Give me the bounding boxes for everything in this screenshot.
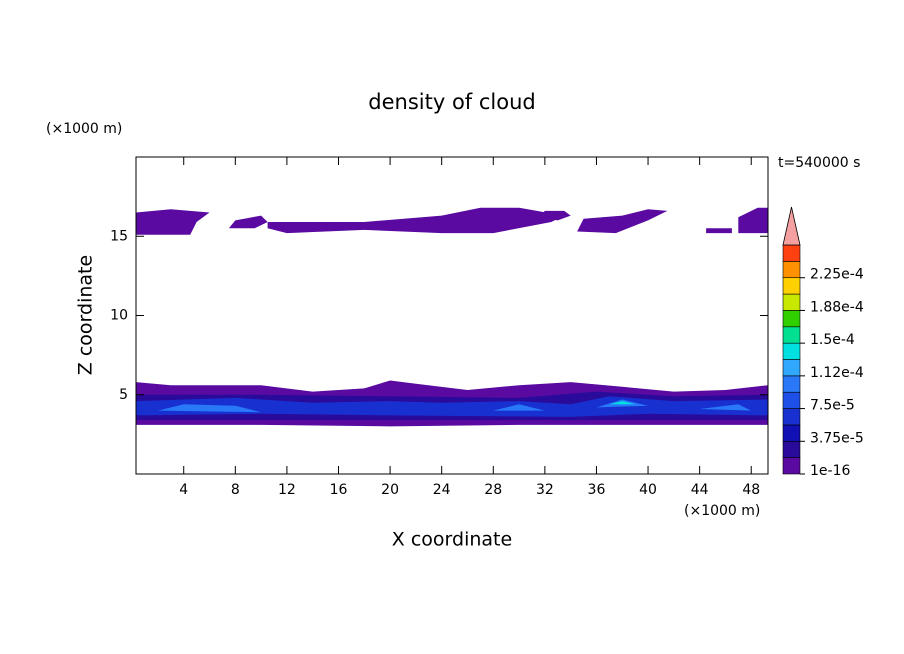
colorbar-band	[782, 310, 801, 328]
x-tick-label: 44	[691, 482, 709, 498]
time-label: t=540000 s	[778, 155, 860, 171]
contour-region	[228, 215, 268, 229]
colorbar-label: 1.5e-4	[810, 332, 855, 348]
x-tick-label: 16	[330, 482, 348, 498]
colorbar-label: 2.25e-4	[810, 267, 864, 283]
contour-region	[136, 396, 768, 417]
y-tick-label: 10	[110, 308, 128, 324]
contour-region	[706, 228, 732, 234]
colorbar-band	[782, 277, 801, 295]
y-tick-label: 15	[110, 228, 128, 244]
colorbar-band	[782, 375, 801, 393]
colorbar-label: 3.75e-5	[810, 430, 864, 446]
x-tick-label: 40	[639, 482, 657, 498]
y-unit: (×1000 m)	[46, 121, 122, 137]
colorbar-label: 1.12e-4	[810, 365, 864, 381]
colorbar-band	[782, 408, 801, 426]
contour-region	[699, 404, 752, 411]
contour-region	[609, 401, 636, 405]
colorbar-band	[782, 391, 801, 409]
contour-region	[157, 404, 262, 413]
contour-region	[577, 209, 668, 234]
x-tick-label: 32	[536, 482, 554, 498]
colorbar-band	[782, 326, 801, 344]
x-tick-label: 36	[588, 482, 606, 498]
x-tick-label: 8	[231, 482, 240, 498]
colorbar-label: 1e-16	[810, 463, 850, 479]
colorbar-band	[782, 457, 801, 475]
colorbar-label: 1.88e-4	[810, 299, 864, 315]
x-tick-label: 28	[484, 482, 502, 498]
x-unit: (×1000 m)	[684, 503, 760, 519]
colorbar-overflow	[782, 206, 801, 246]
x-tick-label: 4	[179, 482, 188, 498]
plot-frame	[135, 156, 769, 475]
contour-region	[136, 209, 210, 235]
colorbar-band	[782, 359, 801, 377]
x-tick-label: 24	[433, 482, 451, 498]
contour-field	[136, 207, 768, 427]
contour-region	[738, 207, 768, 234]
colorbar-band	[782, 424, 801, 442]
y-tick-label: 5	[119, 387, 128, 403]
contour-region	[493, 404, 545, 411]
chart-title: density of cloud	[368, 90, 535, 114]
contour-region	[267, 207, 565, 234]
x-axis-label: X coordinate	[392, 529, 512, 551]
x-tick-label: 12	[278, 482, 296, 498]
y-axis-label: Z coordinate	[75, 255, 97, 375]
x-tick-label: 48	[742, 482, 760, 498]
colorbar-band	[782, 293, 801, 311]
colorbar-label: 7.5e-5	[810, 398, 855, 414]
colorbar-band	[782, 244, 801, 262]
colorbar-band	[782, 342, 801, 360]
colorbar-band	[782, 440, 801, 458]
contour-region	[538, 210, 571, 221]
x-tick-label: 20	[381, 482, 399, 498]
colorbar-band	[782, 261, 801, 279]
